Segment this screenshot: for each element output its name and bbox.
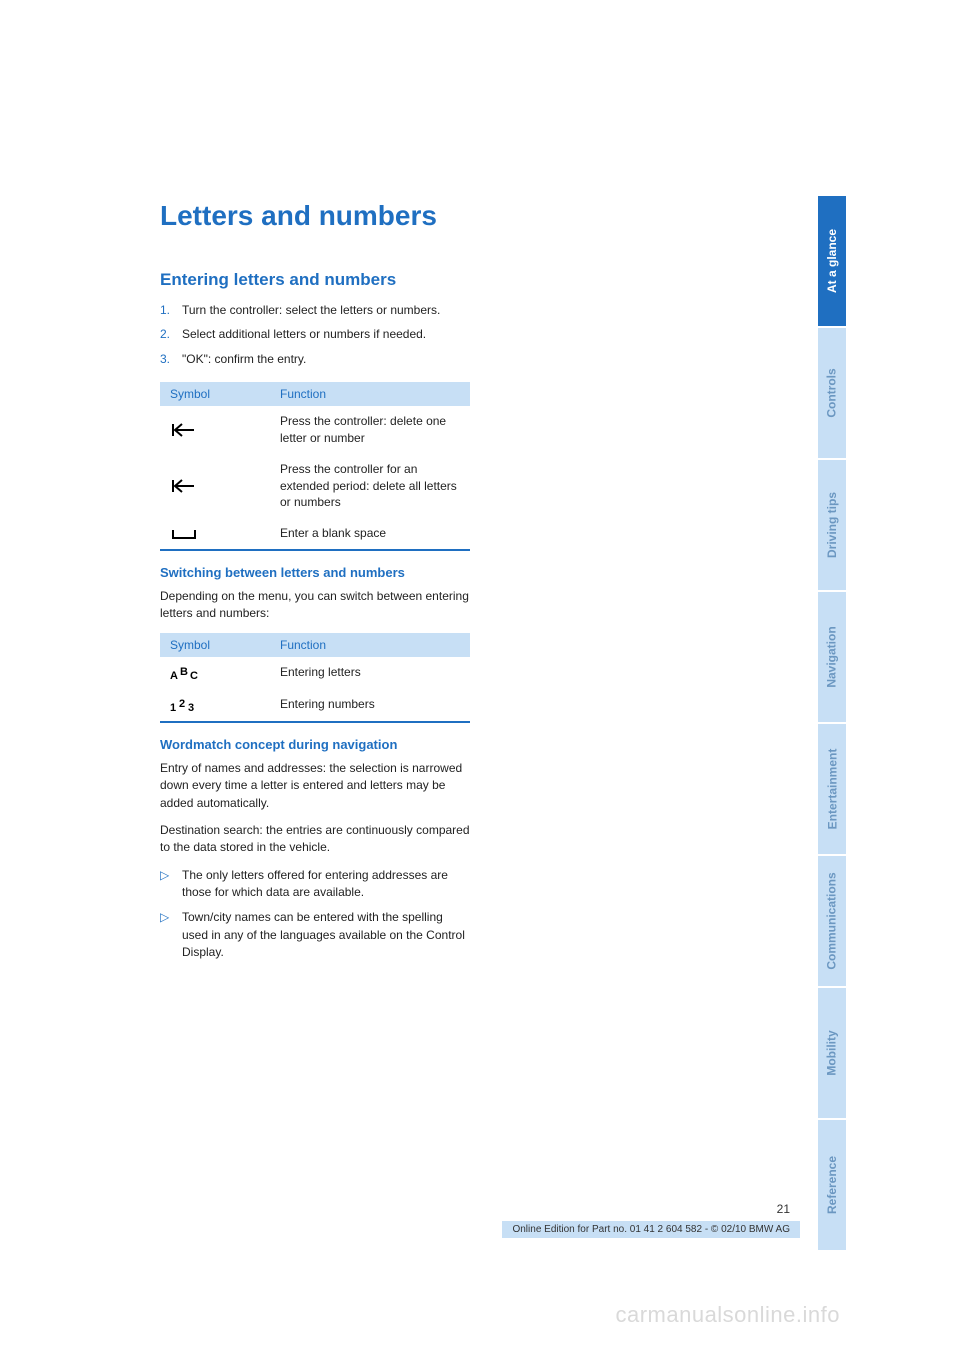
symbol-table-2: Symbol Function A B C Entering letters 1 [160, 633, 470, 723]
svg-text:3: 3 [188, 702, 194, 714]
delete-back-icon [170, 422, 198, 438]
side-tab[interactable]: Mobility [818, 988, 846, 1118]
symbol-cell: 1 2 3 [160, 689, 270, 722]
svg-text:C: C [190, 670, 198, 682]
svg-text:1: 1 [170, 702, 176, 714]
side-tab-label: Reference [825, 1156, 839, 1214]
side-tab-label: Navigation [825, 626, 839, 687]
page-number: 21 [777, 1202, 800, 1216]
side-tab-label: Driving tips [825, 492, 839, 558]
step-text: "OK": confirm the entry. [182, 351, 306, 368]
symbol-table-1: Symbol Function Press the controller: de… [160, 382, 470, 551]
bullet-item: ▷ The only letters offered for entering … [160, 867, 470, 902]
step-number: 1. [160, 302, 182, 319]
table-header-function: Function [270, 633, 470, 657]
svg-text:A: A [170, 670, 178, 682]
symbol-cell [160, 406, 270, 454]
symbol-cell [160, 518, 270, 550]
step-number: 3. [160, 351, 182, 368]
step-item: 2. Select additional letters or numbers … [160, 326, 470, 343]
section-heading-1: Entering letters and numbers [160, 270, 470, 290]
table-header-row: Symbol Function [160, 633, 470, 657]
triangle-bullet-icon: ▷ [160, 909, 182, 961]
side-tab-label: Communications [825, 872, 839, 969]
side-tab[interactable]: Reference [818, 1120, 846, 1250]
step-text: Select additional letters or numbers if … [182, 326, 426, 343]
table-row: A B C Entering letters [160, 657, 470, 689]
table-header-function: Function [270, 382, 470, 406]
function-cell: Press the controller: delete one letter … [270, 406, 470, 454]
section-heading-2: Switching between letters and numbers [160, 565, 470, 580]
side-tab-label: Controls [825, 368, 839, 417]
abc-icon: A B C [170, 664, 204, 682]
side-tab[interactable]: Communications [818, 856, 846, 986]
section-heading-3: Wordmatch concept during navigation [160, 737, 470, 752]
delete-back-icon [170, 478, 198, 494]
function-cell: Enter a blank space [270, 518, 470, 550]
content-column: Letters and numbers Entering letters and… [160, 200, 800, 970]
step-number: 2. [160, 326, 182, 343]
side-tab[interactable]: Navigation [818, 592, 846, 722]
section-intro: Depending on the menu, you can switch be… [160, 588, 470, 623]
triangle-bullet-icon: ▷ [160, 867, 182, 902]
table-row: Enter a blank space [160, 518, 470, 550]
side-tabs: At a glance Controls Driving tips Navigatio… [818, 196, 846, 1252]
table-row: Press the controller for an extended per… [160, 454, 470, 518]
svg-text:B: B [180, 666, 188, 678]
side-tab[interactable]: Driving tips [818, 460, 846, 590]
paragraph: Destination search: the entries are cont… [160, 822, 470, 857]
side-tab-label: Mobility [825, 1030, 839, 1075]
step-item: 3. "OK": confirm the entry. [160, 351, 470, 368]
bullet-text: Town/city names can be entered with the … [182, 909, 470, 961]
page-title: Letters and numbers [160, 200, 470, 232]
page-footer: 21 Online Edition for Part no. 01 41 2 6… [160, 1200, 800, 1238]
symbol-cell: A B C [160, 657, 270, 689]
step-item: 1. Turn the controller: select the lette… [160, 302, 470, 319]
function-cell: Press the controller for an extended per… [270, 454, 470, 518]
paragraph: Entry of names and addresses: the select… [160, 760, 470, 812]
side-tab[interactable]: Controls [818, 328, 846, 458]
bullet-list: ▷ The only letters offered for entering … [160, 867, 470, 962]
function-cell: Entering letters [270, 657, 470, 689]
step-text: Turn the controller: select the letters … [182, 302, 440, 319]
symbol-cell [160, 454, 270, 518]
side-tab[interactable]: At a glance [818, 196, 846, 326]
space-bar-icon [170, 527, 198, 541]
function-cell: Entering numbers [270, 689, 470, 722]
table-header-symbol: Symbol [160, 382, 270, 406]
footer-line: Online Edition for Part no. 01 41 2 604 … [502, 1221, 800, 1238]
table-header-symbol: Symbol [160, 633, 270, 657]
svg-text:2: 2 [179, 698, 185, 710]
side-tab-label: Entertainment [825, 749, 839, 830]
bullet-text: The only letters offered for entering ad… [182, 867, 470, 902]
side-tab[interactable]: Entertainment [818, 724, 846, 854]
left-column: Letters and numbers Entering letters and… [160, 200, 470, 962]
steps-list: 1. Turn the controller: select the lette… [160, 302, 470, 368]
watermark: carmanualsonline.info [615, 1302, 840, 1328]
table-header-row: Symbol Function [160, 382, 470, 406]
table-row: Press the controller: delete one letter … [160, 406, 470, 454]
123-icon: 1 2 3 [170, 696, 204, 714]
bullet-item: ▷ Town/city names can be entered with th… [160, 909, 470, 961]
table-row: 1 2 3 Entering numbers [160, 689, 470, 722]
side-tab-label: At a glance [825, 229, 839, 293]
